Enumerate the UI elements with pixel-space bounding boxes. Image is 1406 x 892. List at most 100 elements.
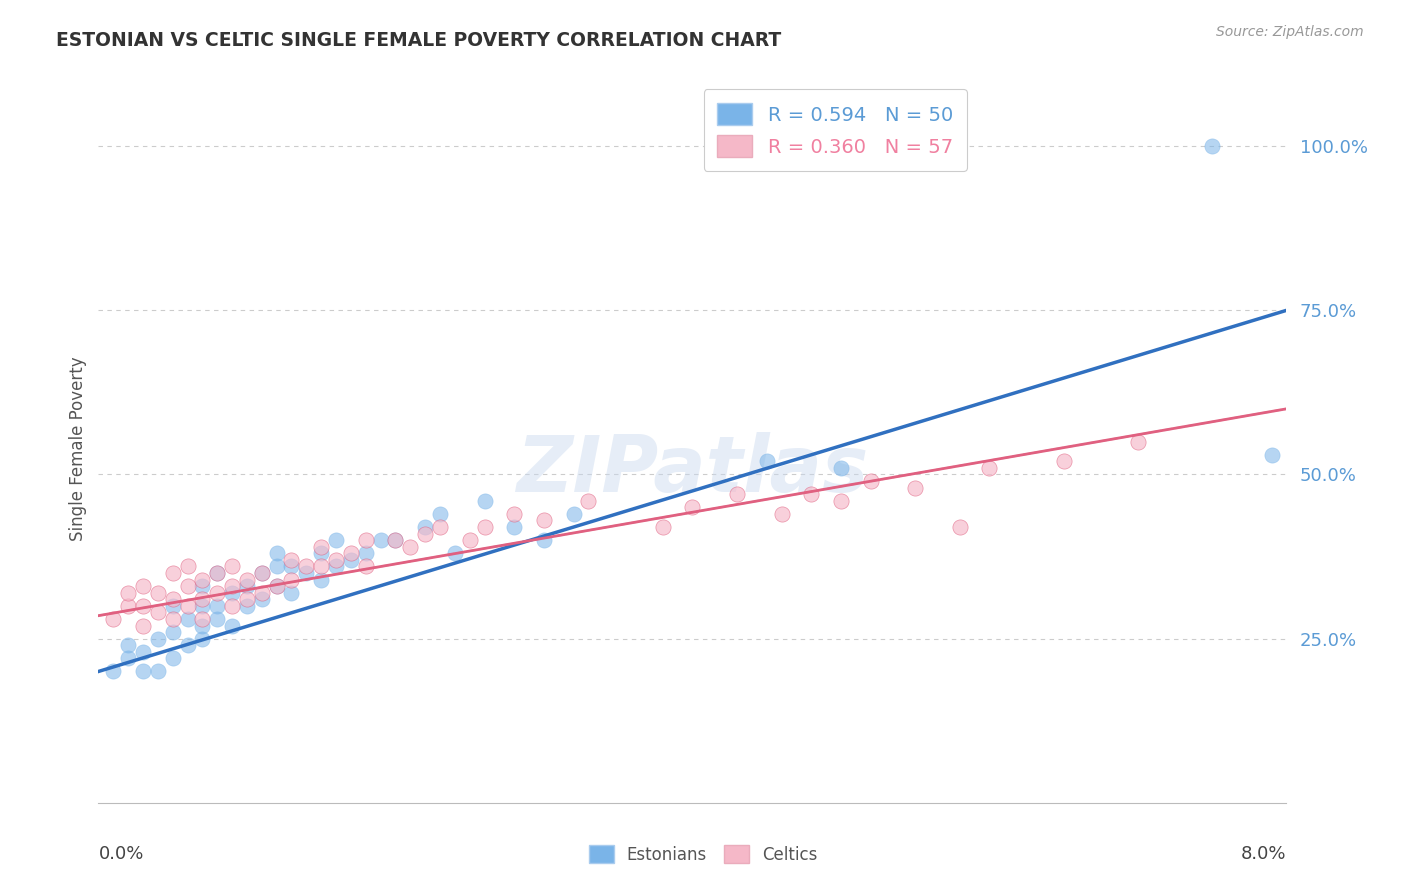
Point — [191, 632, 214, 646]
Point — [266, 546, 288, 560]
Point — [207, 566, 229, 580]
Point — [458, 533, 481, 548]
Point — [221, 559, 243, 574]
Point — [162, 592, 184, 607]
Point — [207, 585, 229, 599]
Point — [859, 474, 882, 488]
Point — [117, 651, 139, 665]
Point — [384, 533, 406, 548]
Point — [979, 461, 1001, 475]
Point — [309, 559, 332, 574]
Point — [191, 618, 214, 632]
Point — [325, 553, 347, 567]
Point — [191, 592, 214, 607]
Point — [830, 461, 852, 475]
Point — [221, 599, 243, 613]
Point — [162, 651, 184, 665]
Point — [236, 592, 259, 607]
Point — [117, 585, 139, 599]
Point — [236, 573, 259, 587]
Point — [755, 454, 778, 468]
Point — [1053, 454, 1076, 468]
Point — [533, 513, 555, 527]
Point — [280, 573, 302, 587]
Point — [474, 493, 496, 508]
Point — [340, 553, 363, 567]
Point — [146, 632, 169, 646]
Text: ESTONIAN VS CELTIC SINGLE FEMALE POVERTY CORRELATION CHART: ESTONIAN VS CELTIC SINGLE FEMALE POVERTY… — [56, 31, 782, 50]
Point — [370, 533, 392, 548]
Point — [1126, 434, 1149, 449]
Point — [562, 507, 585, 521]
Text: 8.0%: 8.0% — [1241, 846, 1286, 863]
Text: ZIPatlas: ZIPatlas — [516, 432, 869, 508]
Legend: Estonians, Celtics: Estonians, Celtics — [582, 838, 824, 871]
Point — [236, 599, 259, 613]
Point — [651, 520, 673, 534]
Point — [578, 493, 600, 508]
Point — [295, 559, 318, 574]
Point — [236, 579, 259, 593]
Point — [162, 599, 184, 613]
Text: Source: ZipAtlas.com: Source: ZipAtlas.com — [1216, 25, 1364, 39]
Point — [207, 599, 229, 613]
Point — [132, 618, 155, 632]
Point — [191, 612, 214, 626]
Legend: R = 0.594   N = 50, R = 0.360   N = 57: R = 0.594 N = 50, R = 0.360 N = 57 — [703, 89, 966, 171]
Point — [429, 520, 451, 534]
Point — [191, 579, 214, 593]
Point — [325, 533, 347, 548]
Point — [176, 559, 198, 574]
Point — [221, 585, 243, 599]
Point — [146, 606, 169, 620]
Point — [162, 566, 184, 580]
Point — [250, 585, 273, 599]
Point — [176, 638, 198, 652]
Point — [176, 599, 198, 613]
Point — [830, 493, 852, 508]
Point — [280, 553, 302, 567]
Point — [146, 585, 169, 599]
Point — [117, 599, 139, 613]
Point — [266, 579, 288, 593]
Point — [146, 665, 169, 679]
Point — [474, 520, 496, 534]
Text: 0.0%: 0.0% — [98, 846, 143, 863]
Point — [354, 559, 377, 574]
Point — [132, 599, 155, 613]
Point — [132, 645, 155, 659]
Point — [295, 566, 318, 580]
Point — [681, 500, 703, 515]
Point — [503, 507, 526, 521]
Point — [309, 540, 332, 554]
Point — [191, 599, 214, 613]
Point — [309, 573, 332, 587]
Point — [207, 612, 229, 626]
Point — [250, 592, 273, 607]
Point — [221, 618, 243, 632]
Point — [309, 546, 332, 560]
Point — [250, 566, 273, 580]
Point — [280, 585, 302, 599]
Point — [325, 559, 347, 574]
Point — [1201, 139, 1223, 153]
Point — [162, 625, 184, 640]
Point — [221, 579, 243, 593]
Point — [103, 612, 125, 626]
Point — [250, 566, 273, 580]
Point — [162, 612, 184, 626]
Point — [533, 533, 555, 548]
Point — [176, 579, 198, 593]
Point — [280, 559, 302, 574]
Point — [266, 559, 288, 574]
Point — [384, 533, 406, 548]
Point — [103, 665, 125, 679]
Point — [1260, 448, 1282, 462]
Point — [503, 520, 526, 534]
Point — [354, 533, 377, 548]
Point — [949, 520, 972, 534]
Point — [725, 487, 748, 501]
Point — [132, 665, 155, 679]
Point — [207, 566, 229, 580]
Point — [429, 507, 451, 521]
